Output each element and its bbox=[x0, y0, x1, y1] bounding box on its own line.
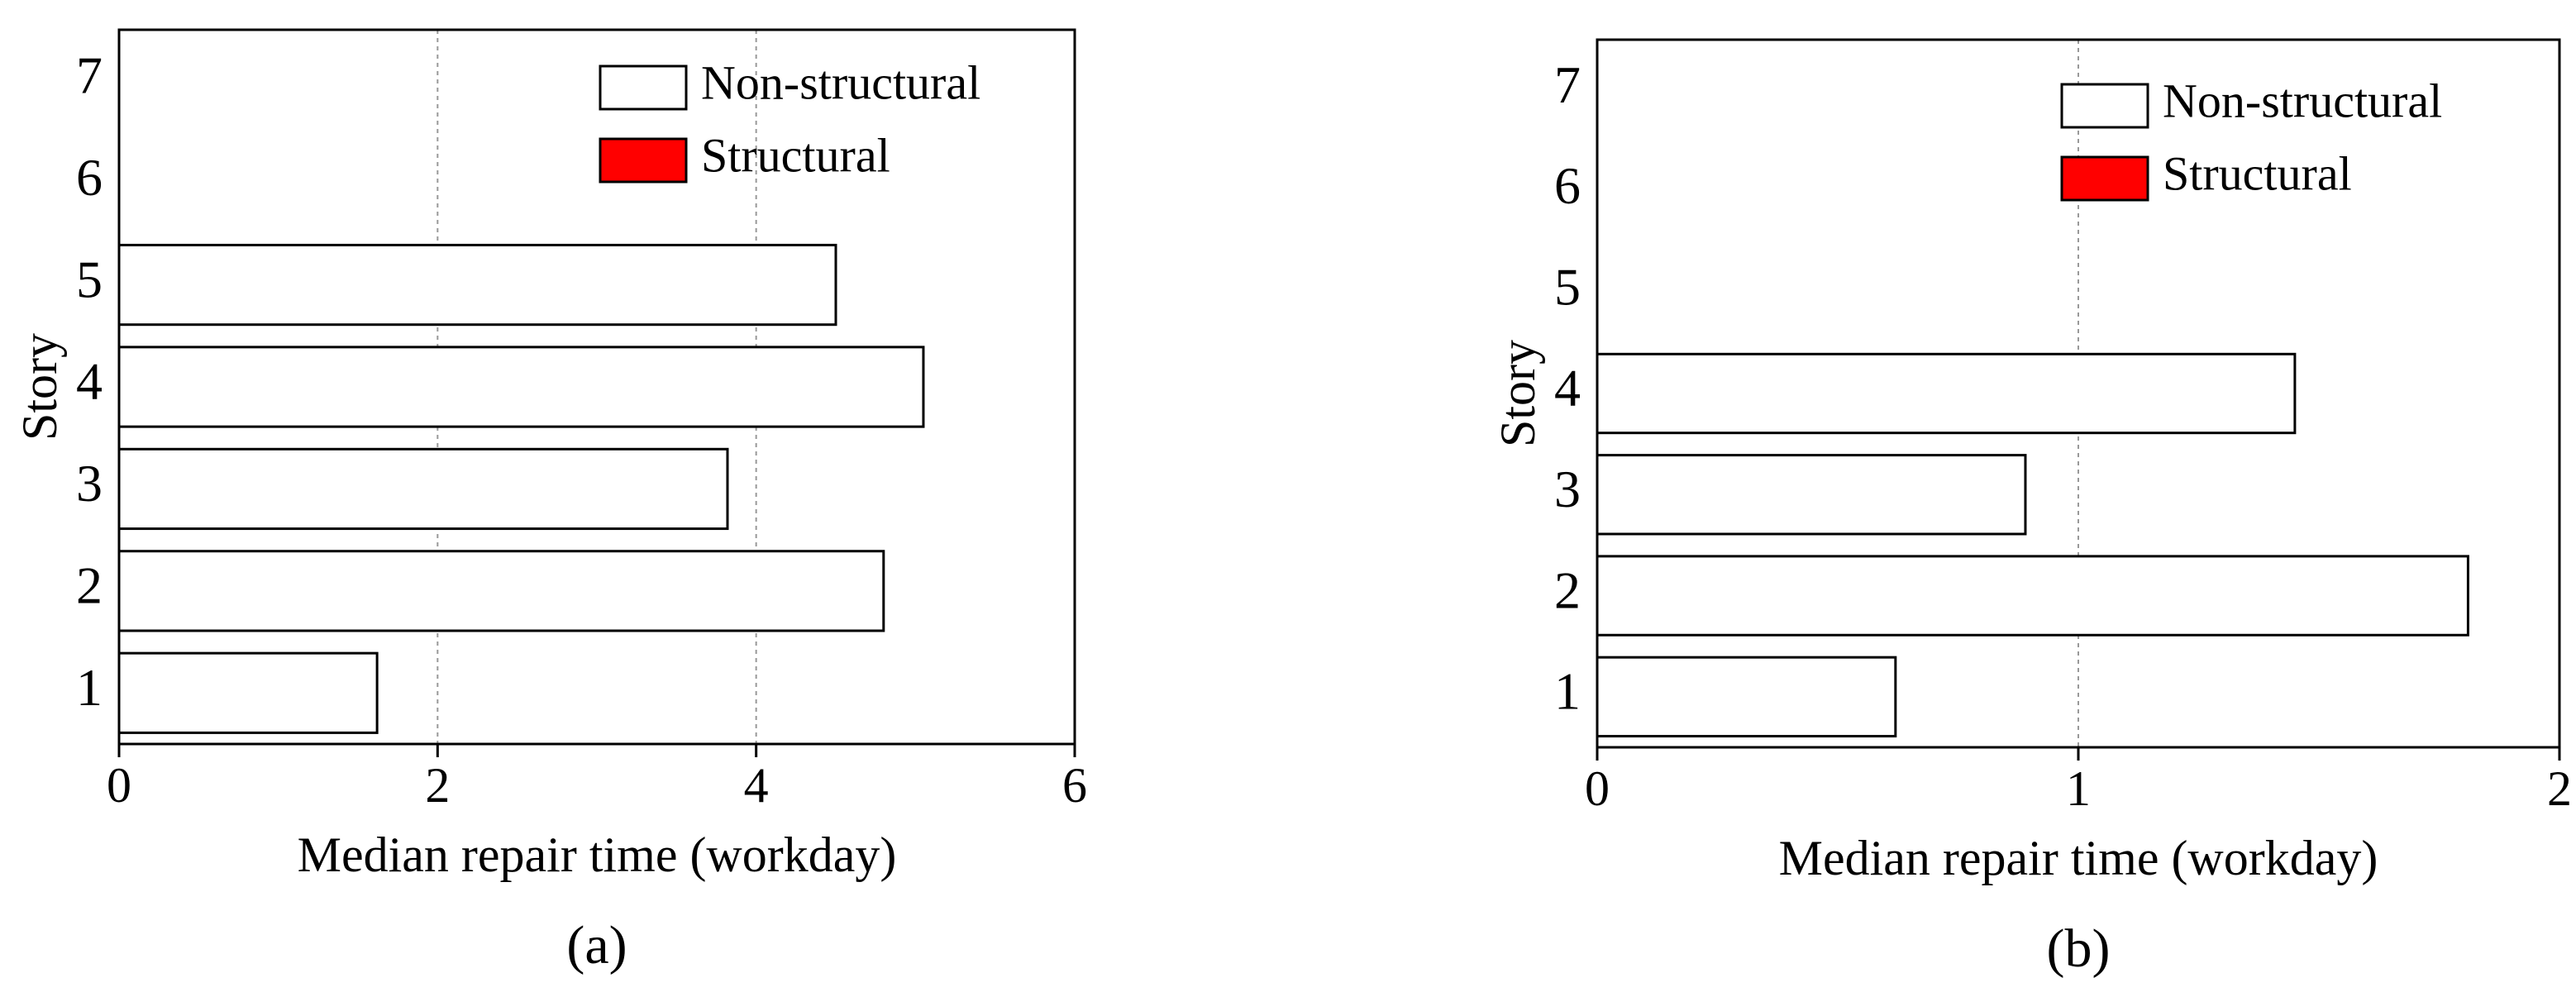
y-tick-label: 4 bbox=[1554, 359, 1581, 417]
y-tick-label: 3 bbox=[76, 454, 103, 513]
y-axis-label: Story bbox=[12, 333, 67, 441]
y-tick-label: 7 bbox=[76, 45, 103, 104]
caption: (a) bbox=[566, 915, 627, 975]
bar bbox=[117, 346, 925, 428]
bar bbox=[1596, 454, 2027, 536]
x-tick-label: 2 bbox=[425, 758, 450, 813]
y-tick-label: 1 bbox=[1554, 662, 1581, 721]
bar bbox=[117, 243, 837, 327]
y-tick-label: 7 bbox=[1554, 55, 1581, 114]
caption: (b) bbox=[2047, 918, 2111, 979]
legend-swatch bbox=[599, 64, 688, 111]
legend-label: Structural bbox=[2163, 146, 2352, 200]
y-tick-label: 2 bbox=[76, 556, 103, 615]
y-axis-label: Story bbox=[1491, 340, 1545, 447]
y-tick-label: 5 bbox=[76, 250, 103, 308]
y-tick-label: 2 bbox=[1554, 560, 1581, 619]
y-tick-label: 1 bbox=[76, 658, 103, 717]
legend-swatch bbox=[599, 137, 688, 184]
y-tick-label: 3 bbox=[1554, 460, 1581, 518]
legend-label: Non-structural bbox=[701, 55, 980, 109]
legend-swatch bbox=[2060, 155, 2149, 202]
bar bbox=[1596, 352, 2297, 435]
bar bbox=[117, 550, 885, 632]
x-tick-label: 6 bbox=[1062, 758, 1087, 813]
bar bbox=[117, 651, 379, 734]
y-tick-label: 6 bbox=[1554, 156, 1581, 215]
x-tick-label: 4 bbox=[744, 758, 769, 813]
x-axis-label: Median repair time (workday) bbox=[1779, 831, 2378, 885]
bar bbox=[117, 447, 729, 531]
y-tick-label: 6 bbox=[76, 148, 103, 207]
x-tick-label: 2 bbox=[2547, 761, 2572, 816]
x-axis-label: Median repair time (workday) bbox=[298, 827, 897, 882]
legend-label: Non-structural bbox=[2163, 74, 2442, 127]
x-tick-label: 0 bbox=[107, 758, 131, 813]
x-tick-label: 1 bbox=[2066, 761, 2091, 816]
bar bbox=[1596, 555, 2469, 637]
legend-label: Structural bbox=[701, 128, 890, 182]
y-tick-label: 5 bbox=[1554, 257, 1581, 316]
plot-frame bbox=[117, 28, 1076, 746]
x-tick-label: 0 bbox=[1585, 761, 1610, 816]
legend-swatch bbox=[2060, 83, 2149, 129]
y-tick-label: 4 bbox=[76, 352, 103, 411]
bar bbox=[1596, 656, 1897, 738]
